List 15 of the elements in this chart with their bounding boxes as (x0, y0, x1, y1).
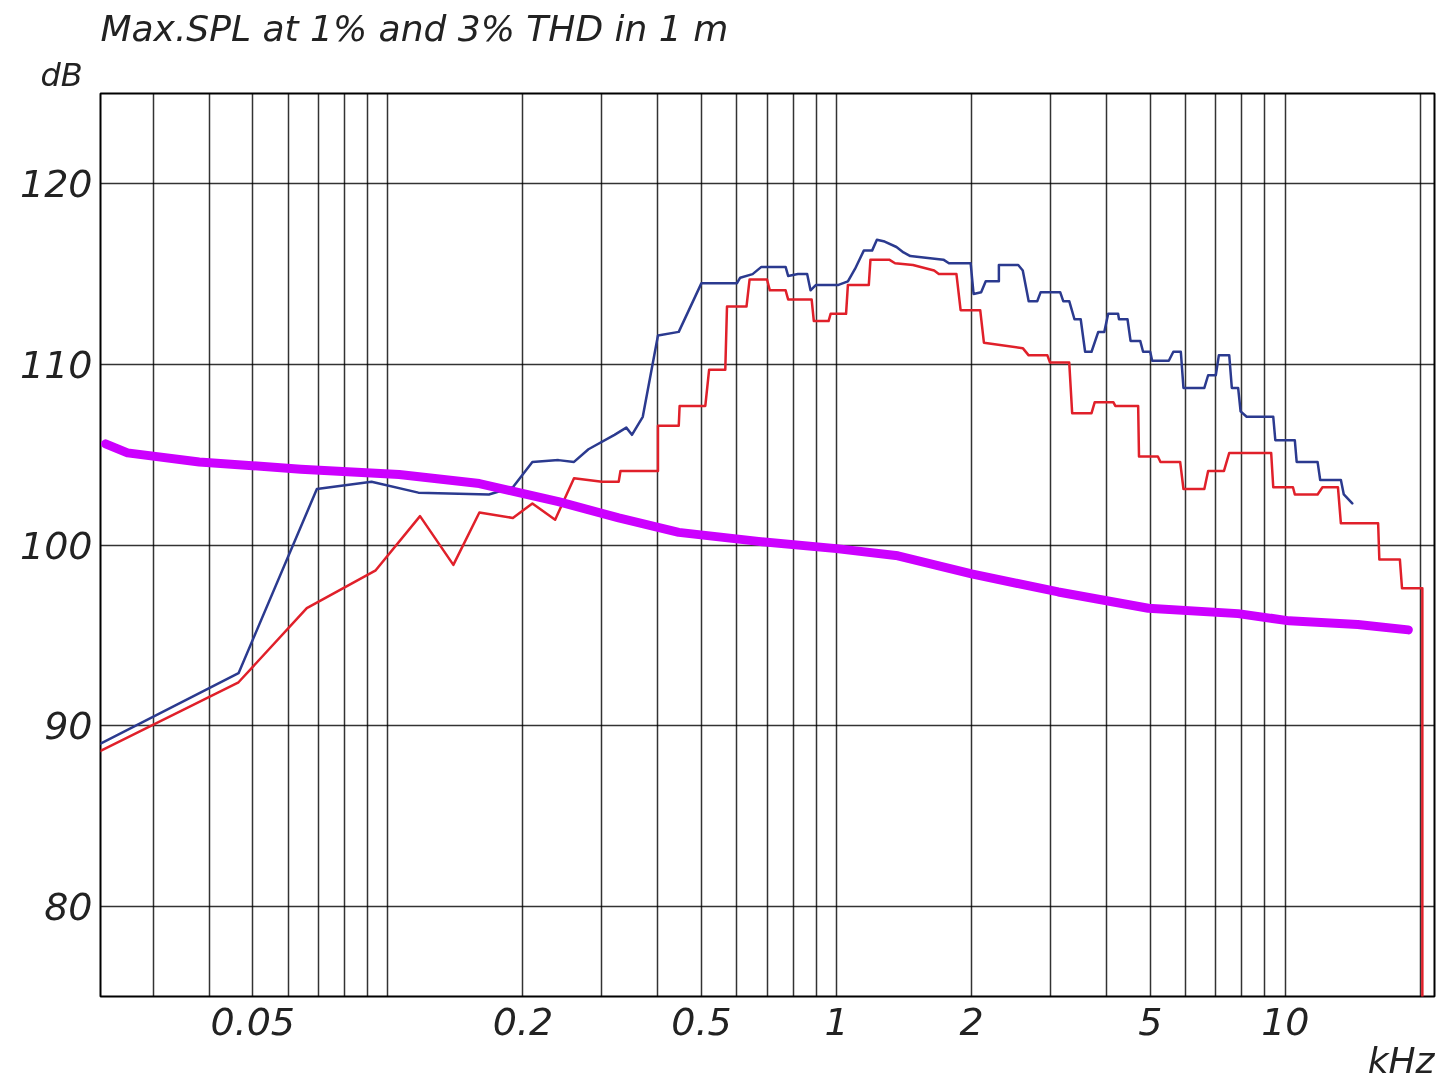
x-axis-title: kHz (1367, 1039, 1436, 1080)
y-tick-label: 100 (19, 523, 93, 568)
y-tick-label: 80 (44, 884, 93, 929)
x-tick-label: 0.05 (210, 999, 295, 1044)
x-tick-label: 10 (1261, 999, 1310, 1044)
y-axis-title: dB (40, 55, 83, 94)
x-tick-label: 5 (1138, 999, 1163, 1044)
y-tick-label: 90 (44, 704, 93, 749)
x-tick-label: 1 (824, 999, 849, 1044)
y-tick-label: 110 (19, 342, 93, 387)
x-tick-label: 0.2 (492, 999, 554, 1044)
x-tick-label: 2 (959, 999, 984, 1044)
x-tick-label: 0.5 (671, 999, 732, 1044)
chart-title: Max.SPL at 1% and 3% THD in 1 m (100, 7, 729, 49)
y-tick-label: 120 (19, 162, 93, 207)
